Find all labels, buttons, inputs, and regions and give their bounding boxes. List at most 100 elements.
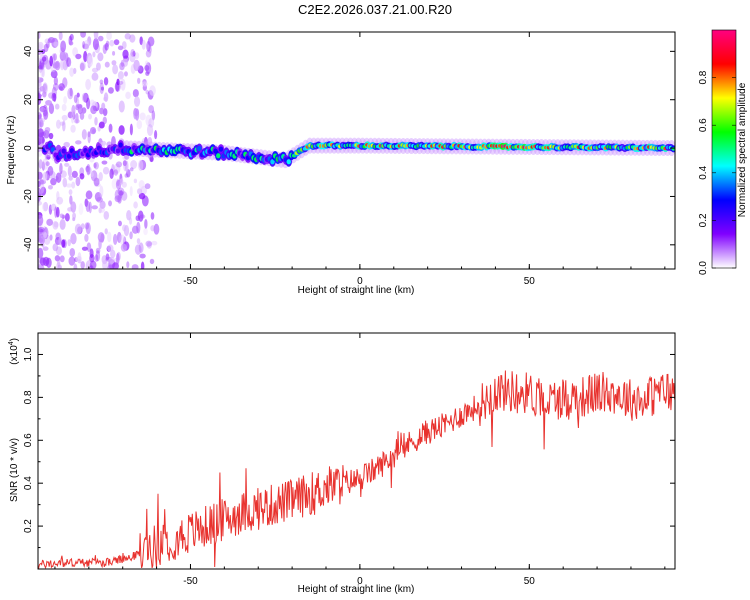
heatmap-cell bbox=[47, 185, 53, 190]
y-tick-label: 0.4 bbox=[23, 476, 34, 490]
heatmap-cell bbox=[55, 246, 62, 256]
heatmap-cell bbox=[145, 89, 149, 95]
heatmap-cell bbox=[91, 205, 98, 210]
x-tick-label: -50 bbox=[183, 576, 198, 587]
heatmap-cell bbox=[45, 161, 50, 167]
heatmap-cell bbox=[104, 42, 109, 51]
heatmap-cell bbox=[50, 178, 57, 186]
heatmap-cell bbox=[95, 250, 101, 262]
heatmap-cell bbox=[92, 105, 97, 112]
heatmap-cell bbox=[144, 218, 148, 229]
heatmap-cell bbox=[145, 49, 152, 58]
heatmap-cell bbox=[38, 77, 41, 87]
y-tick-label: 0.2 bbox=[23, 519, 34, 533]
colorbar-label: Normalized spectral amplitude bbox=[737, 82, 748, 217]
heatmap-cell bbox=[63, 96, 68, 105]
heatmap-cell bbox=[133, 108, 140, 117]
heatmap-cell bbox=[137, 210, 144, 222]
heatmap-cell bbox=[38, 214, 44, 226]
heatmap-cell bbox=[39, 117, 45, 123]
heatmap-cell bbox=[74, 118, 80, 124]
heatmap-cell bbox=[58, 32, 63, 41]
heatmap-cell bbox=[86, 163, 91, 176]
heatmap-cell bbox=[71, 181, 76, 189]
snr-panel: -50 0 50 0.2 0.4 0.6 0.8 1.0 Height of straight… bbox=[8, 332, 676, 595]
heatmap-cell bbox=[86, 167, 92, 175]
y-tick-label: -20 bbox=[23, 189, 34, 204]
heatmap-cell bbox=[75, 255, 83, 263]
heatmap-cell bbox=[43, 231, 47, 239]
heatmap-cell bbox=[114, 189, 122, 201]
heatmap-cell bbox=[68, 256, 76, 266]
heatmap-cell bbox=[80, 32, 86, 38]
heatmap-cell bbox=[122, 49, 129, 60]
heatmap-cell bbox=[134, 52, 140, 60]
x-tick-label: -50 bbox=[183, 276, 198, 287]
heatmap-cell bbox=[79, 173, 85, 180]
snr-ylabel: SNR (10 * v/v) bbox=[9, 438, 20, 502]
heatmap-cell bbox=[89, 260, 97, 269]
colorbar-tick-label: 0.8 bbox=[698, 70, 709, 84]
heatmap-cell bbox=[79, 61, 86, 71]
heatmap-cell bbox=[67, 87, 74, 100]
snr-ticks: -50 0 50 0.2 0.4 0.6 0.8 1.0 bbox=[23, 332, 675, 587]
heatmap-cell bbox=[86, 242, 92, 252]
heatmap-cell bbox=[61, 114, 68, 121]
x-tick-label: 0 bbox=[357, 276, 363, 287]
heatmap-cell bbox=[75, 140, 82, 145]
heatmap-cell bbox=[61, 148, 66, 154]
heatmap-cell bbox=[38, 128, 45, 138]
heatmap-cell bbox=[119, 178, 124, 185]
heatmap-cell bbox=[91, 72, 99, 81]
heatmap-cell bbox=[52, 220, 59, 230]
heatmap-cell bbox=[143, 228, 148, 236]
heatmap-cell bbox=[85, 222, 91, 235]
heatmap-cell bbox=[216, 153, 221, 159]
heatmap-cell bbox=[146, 124, 154, 136]
heatmap-cell bbox=[111, 60, 117, 66]
colorbar-gradient bbox=[711, 29, 737, 269]
heatmap-cell bbox=[103, 211, 110, 220]
heatmap-cell bbox=[47, 165, 54, 176]
heatmap-cell bbox=[136, 77, 141, 84]
heatmap-cell bbox=[49, 234, 53, 241]
heatmap-cell bbox=[49, 55, 53, 67]
heatmap-cell bbox=[38, 80, 42, 87]
heatmap-cell bbox=[48, 170, 56, 179]
heatmap-cell bbox=[124, 71, 128, 77]
heatmap-cell bbox=[48, 132, 54, 140]
heatmap-cell bbox=[43, 43, 49, 53]
heatmap-cell bbox=[81, 129, 87, 140]
heatmap-cell bbox=[89, 265, 94, 269]
heatmap-cell bbox=[141, 137, 149, 145]
heatmap-cell bbox=[118, 142, 123, 148]
heatmap-cell bbox=[139, 253, 146, 259]
heatmap-cell bbox=[104, 228, 108, 235]
heatmap-cell bbox=[38, 49, 42, 56]
heatmap-cell bbox=[98, 207, 102, 214]
heatmap-cell bbox=[149, 258, 155, 265]
heatmap-cell bbox=[145, 114, 152, 127]
heatmap-cell bbox=[120, 78, 126, 91]
heatmap-cell bbox=[86, 97, 91, 110]
heatmap-cell bbox=[126, 210, 132, 221]
heatmap-cell bbox=[116, 178, 120, 187]
heatmap-cell bbox=[113, 163, 121, 174]
heatmap-cell bbox=[38, 264, 42, 269]
spectrogram-ticks: -50 0 50 -40 -20 0 20 40 bbox=[23, 32, 675, 287]
y-tick-label: 0 bbox=[23, 145, 34, 151]
heatmap-cell bbox=[38, 159, 43, 169]
snr-plot-area bbox=[38, 333, 675, 569]
heatmap-cell bbox=[149, 85, 156, 96]
heatmap-cell bbox=[84, 222, 90, 230]
heatmap-cell bbox=[70, 201, 77, 213]
heatmap-cell bbox=[100, 86, 104, 91]
heatmap-cell bbox=[113, 39, 120, 46]
heatmap-cell bbox=[107, 231, 112, 243]
heatmap-cell bbox=[107, 264, 114, 269]
heatmap-cell bbox=[69, 33, 74, 41]
heatmap-cell bbox=[62, 52, 69, 61]
heatmap-cell bbox=[145, 240, 153, 247]
heatmap-cell bbox=[69, 67, 75, 77]
heatmap-cell bbox=[136, 238, 141, 245]
